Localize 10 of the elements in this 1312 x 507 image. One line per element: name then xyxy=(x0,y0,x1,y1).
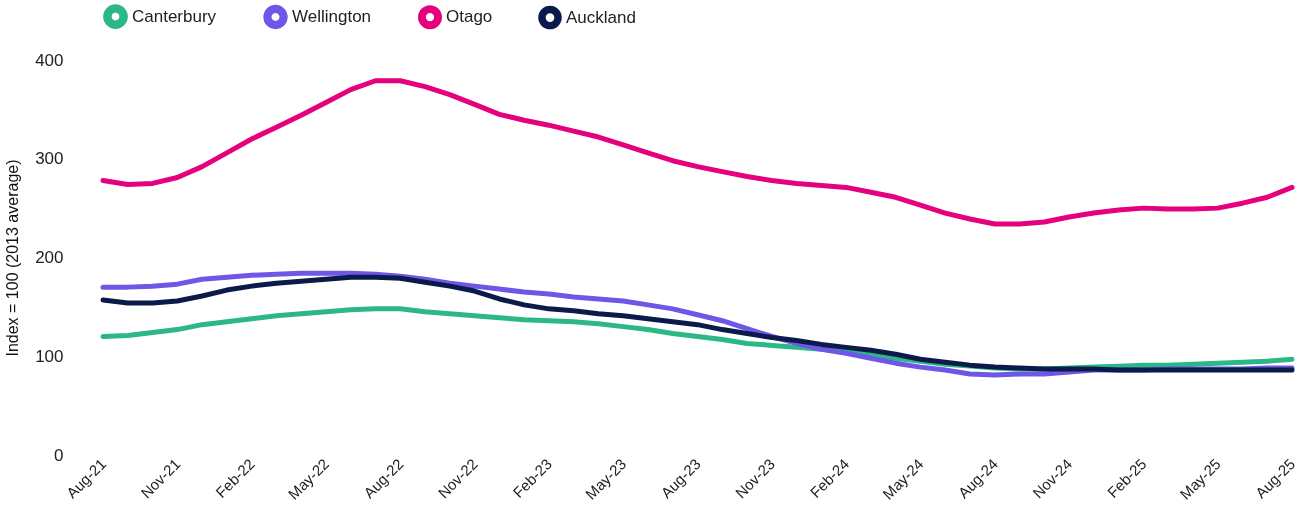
legend-label: Otago xyxy=(446,7,493,27)
y-tick-label: 0 xyxy=(54,445,64,465)
y-tick-label: 400 xyxy=(35,50,64,70)
y-tick-label: 200 xyxy=(35,248,64,267)
legend-label: Canterbury xyxy=(132,6,217,26)
legend-label: Auckland xyxy=(566,7,636,27)
y-tick-label: 100 xyxy=(35,346,64,366)
y-tick-label: 300 xyxy=(35,149,64,169)
legend-label: Wellington xyxy=(292,7,372,27)
y-axis-title: Index = 100 (2013 average) xyxy=(4,159,22,357)
